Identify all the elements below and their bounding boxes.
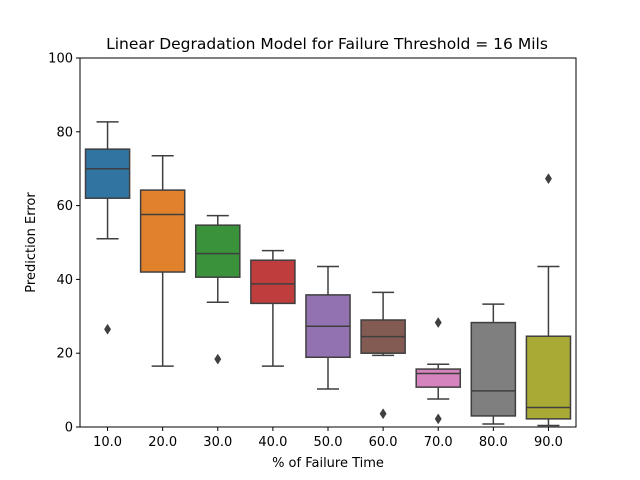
outlier-point — [434, 413, 442, 425]
box-body — [194, 224, 241, 278]
outlier-point — [544, 173, 552, 185]
y-tick-label: 100 — [48, 52, 73, 67]
x-axis-label: % of Failure Time — [272, 456, 384, 471]
outlier-point — [104, 323, 112, 335]
box-body — [470, 321, 517, 417]
outlier-point — [379, 408, 387, 420]
x-tick-label: 10.0 — [93, 435, 122, 450]
y-tick-label: 0 — [65, 421, 73, 436]
x-tick-label: 30.0 — [203, 435, 232, 450]
plot-area — [84, 121, 572, 427]
box-group-70-0 — [415, 317, 462, 425]
box-group-20-0 — [139, 155, 186, 367]
box-body — [139, 189, 186, 273]
box-group-10-0 — [84, 121, 131, 335]
y-tick-label: 60 — [56, 199, 73, 214]
box-body — [250, 259, 296, 305]
x-tick-label: 60.0 — [369, 435, 398, 450]
box-body — [84, 148, 131, 199]
box-group-50-0 — [305, 265, 351, 390]
y-axis-label: Prediction Error — [24, 192, 39, 293]
box-group-30-0 — [194, 214, 241, 365]
box-group-90-0 — [525, 173, 572, 427]
box-group-60-0 — [360, 291, 406, 420]
box-group-40-0 — [250, 249, 296, 367]
x-tick-label: 40.0 — [258, 435, 287, 450]
y-tick-label: 20 — [56, 347, 73, 362]
x-tick-label: 90.0 — [534, 435, 563, 450]
x-axis: 10.0 20.0 30.0 40.0 50.0 60.0 70.0 80.0 90.0 — [93, 427, 563, 450]
x-tick-label: 50.0 — [314, 435, 343, 450]
outlier-point — [214, 353, 222, 365]
box-group-80-0 — [470, 303, 517, 425]
y-tick-label: 80 — [56, 125, 73, 140]
y-axis: 0 20 40 60 80 100 — [48, 52, 80, 436]
x-tick-label: 70.0 — [424, 435, 453, 450]
y-tick-label: 40 — [56, 273, 73, 288]
box-body — [525, 335, 572, 420]
x-tick-label: 20.0 — [148, 435, 177, 450]
x-tick-label: 80.0 — [479, 435, 508, 450]
box-body — [415, 368, 462, 388]
outlier-point — [434, 317, 442, 329]
chart-title: Linear Degradation Model for Failure Thr… — [106, 35, 548, 53]
